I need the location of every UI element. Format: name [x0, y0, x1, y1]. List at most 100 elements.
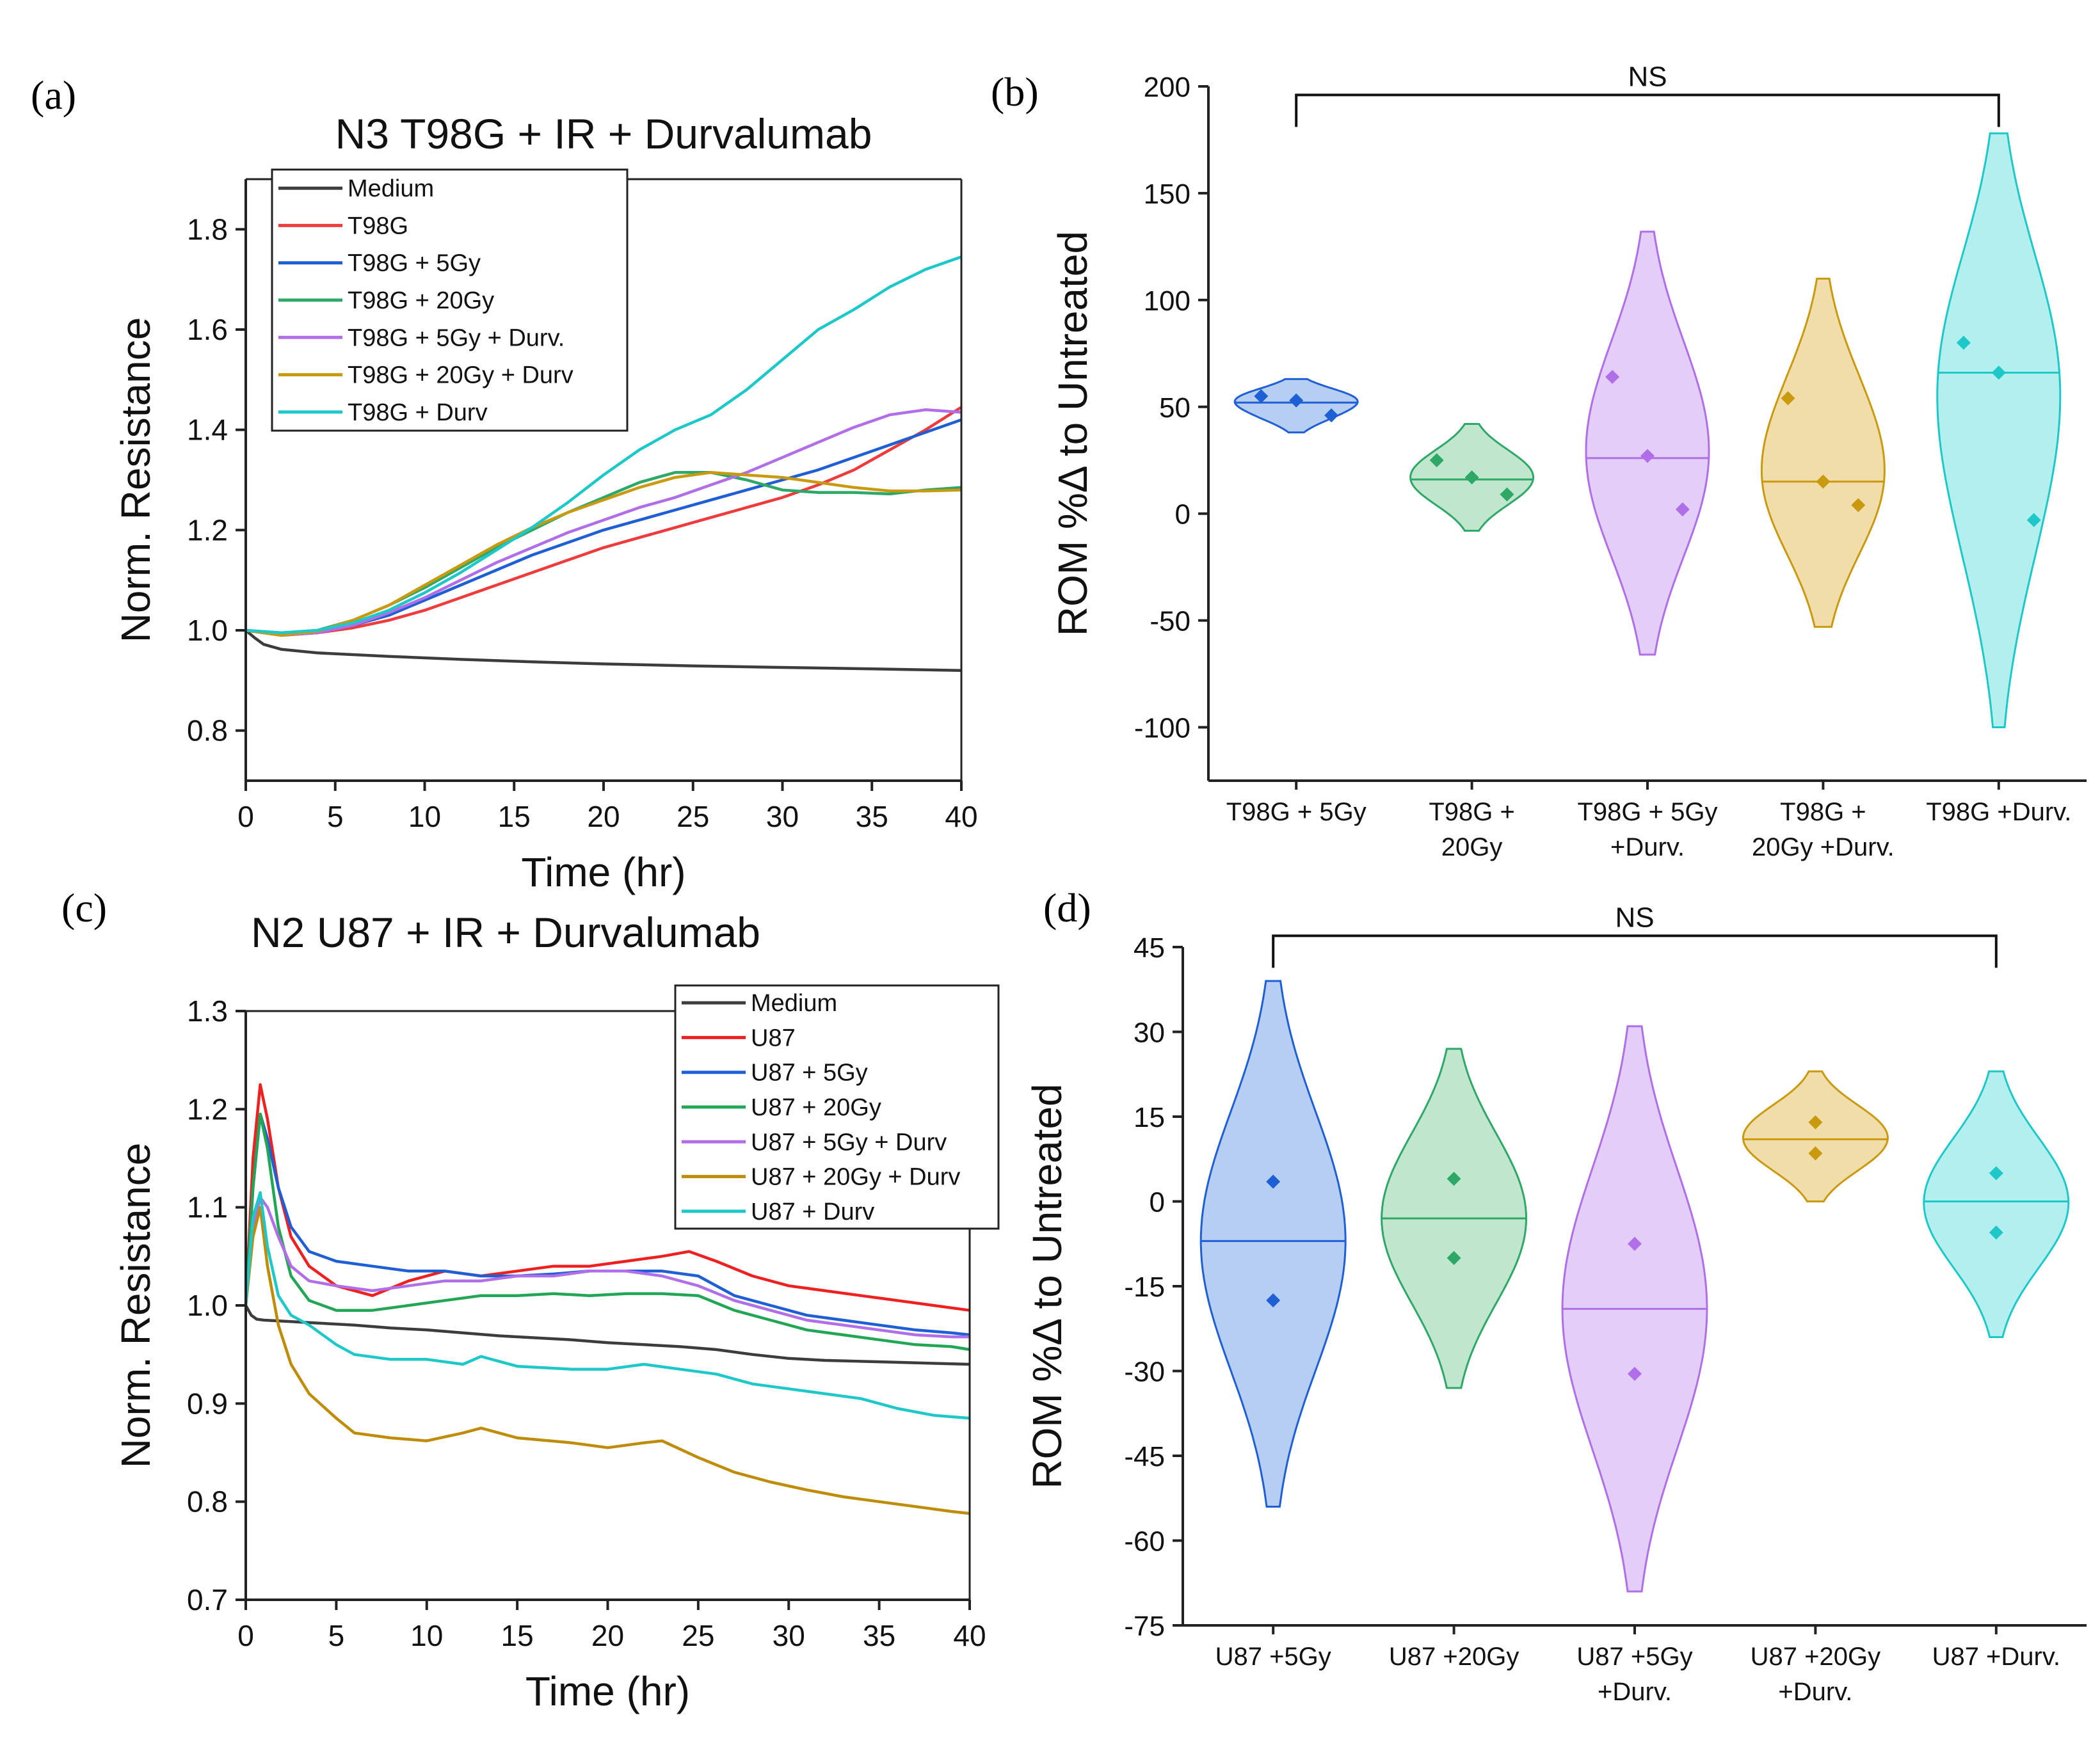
- y-tick-label: 1.0: [187, 614, 228, 647]
- y-tick-label: 1.2: [187, 513, 228, 546]
- data-point: [2026, 513, 2041, 527]
- x-tick-label: 40: [945, 800, 977, 833]
- series-line-2: [245, 418, 962, 637]
- y-tick-label: 1.6: [187, 313, 228, 346]
- x-category-label: +Durv.: [1610, 833, 1685, 861]
- x-axis-title: Time (hr): [525, 1668, 690, 1714]
- y-axis-title: Norm. Resistance: [113, 317, 159, 643]
- legend-label-3: U87 + 20Gy: [751, 1094, 881, 1121]
- x-tick-label: 35: [863, 1619, 895, 1652]
- chart-title: N3 T98G + IR + Durvalumab: [335, 110, 872, 157]
- x-tick-label: 15: [501, 1619, 534, 1652]
- y-axis-title: ROM %Δ to Untreated: [1050, 231, 1096, 636]
- panel-label-d: (d): [1043, 885, 1091, 930]
- data-point: [1324, 408, 1339, 423]
- data-point: [1266, 1293, 1281, 1308]
- x-category-label: U87 +20Gy: [1751, 1643, 1880, 1671]
- y-tick-label: 1.2: [187, 1092, 228, 1126]
- panel-d-violin-chart: U87 +5Gy U87 +20Gy U87 +5Gy +Durv. U87 +20Gy…: [1024, 902, 2087, 1706]
- legend-label-2: U87 + 5Gy: [751, 1060, 868, 1087]
- x-category-label: +Durv.: [1778, 1678, 1852, 1706]
- legend-label-5: U87 + 20Gy + Durv: [751, 1164, 960, 1191]
- y-tick-label: 15: [1134, 1102, 1165, 1133]
- series-line-0: [244, 629, 962, 672]
- series-line-3: [245, 471, 962, 635]
- data-point: [1851, 498, 1866, 513]
- panel-label-c: (c): [61, 885, 107, 930]
- legend-label-0: Medium: [751, 990, 837, 1017]
- data-point: [1254, 389, 1269, 404]
- x-category-label: T98G + 5Gy: [1578, 798, 1718, 826]
- panel-b-violin-chart: T98G + 5Gy T98G + 20Gy T98G + 5Gy +Durv. T98G…: [1050, 61, 2087, 861]
- x-category-label: U87 +5Gy: [1576, 1643, 1692, 1671]
- x-tick-label: 30: [773, 1619, 805, 1652]
- violin-shape-3: [1742, 1070, 1889, 1202]
- y-tick-label: 45: [1134, 932, 1165, 964]
- y-tick-label: -100: [1134, 713, 1190, 744]
- data-point: [1956, 335, 1971, 350]
- violin-shape-2: [1585, 230, 1710, 656]
- significance-bracket: [1272, 934, 1998, 968]
- legend-label-6: U87 + Durv: [751, 1199, 874, 1225]
- y-tick-label: -50: [1150, 606, 1190, 637]
- y-tick-label: 0.7: [187, 1583, 228, 1616]
- x-category-label: T98G +: [1429, 798, 1515, 826]
- violin-shape-4: [1936, 132, 2062, 728]
- x-axis-title: Time (hr): [521, 849, 685, 895]
- y-tick-label: 0: [1175, 499, 1190, 530]
- data-point: [1808, 1146, 1823, 1161]
- y-tick-label: 100: [1144, 285, 1190, 317]
- series-line-4: [244, 1196, 970, 1339]
- x-category-label: U87 +5Gy: [1215, 1643, 1331, 1671]
- x-tick-label: 20: [587, 800, 620, 833]
- significance-label: NS: [1628, 61, 1667, 92]
- x-category-label: +Durv.: [1598, 1678, 1672, 1706]
- data-point: [1989, 1166, 2003, 1181]
- data-point: [1808, 1115, 1823, 1129]
- panel-label-b: (b): [991, 69, 1039, 115]
- violin-shape-4: [1923, 1070, 2070, 1338]
- y-tick-label: -45: [1124, 1441, 1165, 1472]
- x-tick-label: 30: [766, 800, 799, 833]
- x-tick-label: 25: [682, 1619, 714, 1652]
- x-tick-label: 35: [856, 800, 888, 833]
- y-tick-label: -15: [1124, 1272, 1165, 1303]
- series-line-3: [244, 1112, 970, 1351]
- data-point: [1447, 1250, 1461, 1265]
- legend-label-0: Medium: [348, 175, 434, 202]
- series-line-4: [245, 408, 962, 637]
- data-point: [1628, 1366, 1642, 1381]
- y-tick-label: 1.4: [187, 413, 228, 447]
- legend-label-5: T98G + 20Gy + Durv: [348, 362, 573, 389]
- x-category-label: U87 +20Gy: [1389, 1643, 1519, 1671]
- x-category-label: T98G +: [1780, 798, 1866, 826]
- data-point: [1675, 502, 1690, 517]
- legend-label-6: T98G + Durv: [348, 399, 488, 426]
- chart-title: N2 U87 + IR + Durvalumab: [251, 909, 760, 956]
- x-tick-label: 5: [328, 1619, 345, 1652]
- x-tick-label: 5: [327, 800, 344, 833]
- significance-bracket: [1295, 93, 2000, 127]
- y-axis-title: ROM %Δ to Untreated: [1024, 1083, 1070, 1488]
- data-point: [1447, 1172, 1461, 1186]
- significance-label: NS: [1615, 902, 1654, 933]
- data-point: [1500, 487, 1514, 502]
- y-tick-label: 1.8: [187, 212, 228, 246]
- panel-a-line-chart: N3 T98G + IR + Durvalumab 0 5 10 15 20 25 30 35 4…: [113, 110, 978, 895]
- panel-c-line-chart: N2 U87 + IR + Durvalumab 0 5 10 15 20 25 30 35 40…: [113, 909, 1000, 1714]
- legend-label-2: T98G + 5Gy: [348, 250, 481, 277]
- data-point: [1640, 449, 1655, 463]
- x-category-label: 20Gy: [1441, 833, 1503, 861]
- series-line-6: [245, 255, 962, 635]
- legend-label-4: T98G + 5Gy + Durv.: [348, 324, 565, 351]
- panel-label-a: (a): [31, 72, 76, 118]
- legend-label-3: T98G + 20Gy: [348, 287, 494, 314]
- series-line-1: [245, 406, 963, 637]
- x-tick-label: 10: [408, 800, 441, 833]
- legend-label-4: U87 + 5Gy + Durv: [751, 1129, 947, 1156]
- x-tick-label: 10: [410, 1619, 443, 1652]
- x-category-label: T98G +Durv.: [1926, 798, 2071, 826]
- y-tick-label: 150: [1144, 179, 1190, 210]
- data-point: [1266, 1174, 1281, 1189]
